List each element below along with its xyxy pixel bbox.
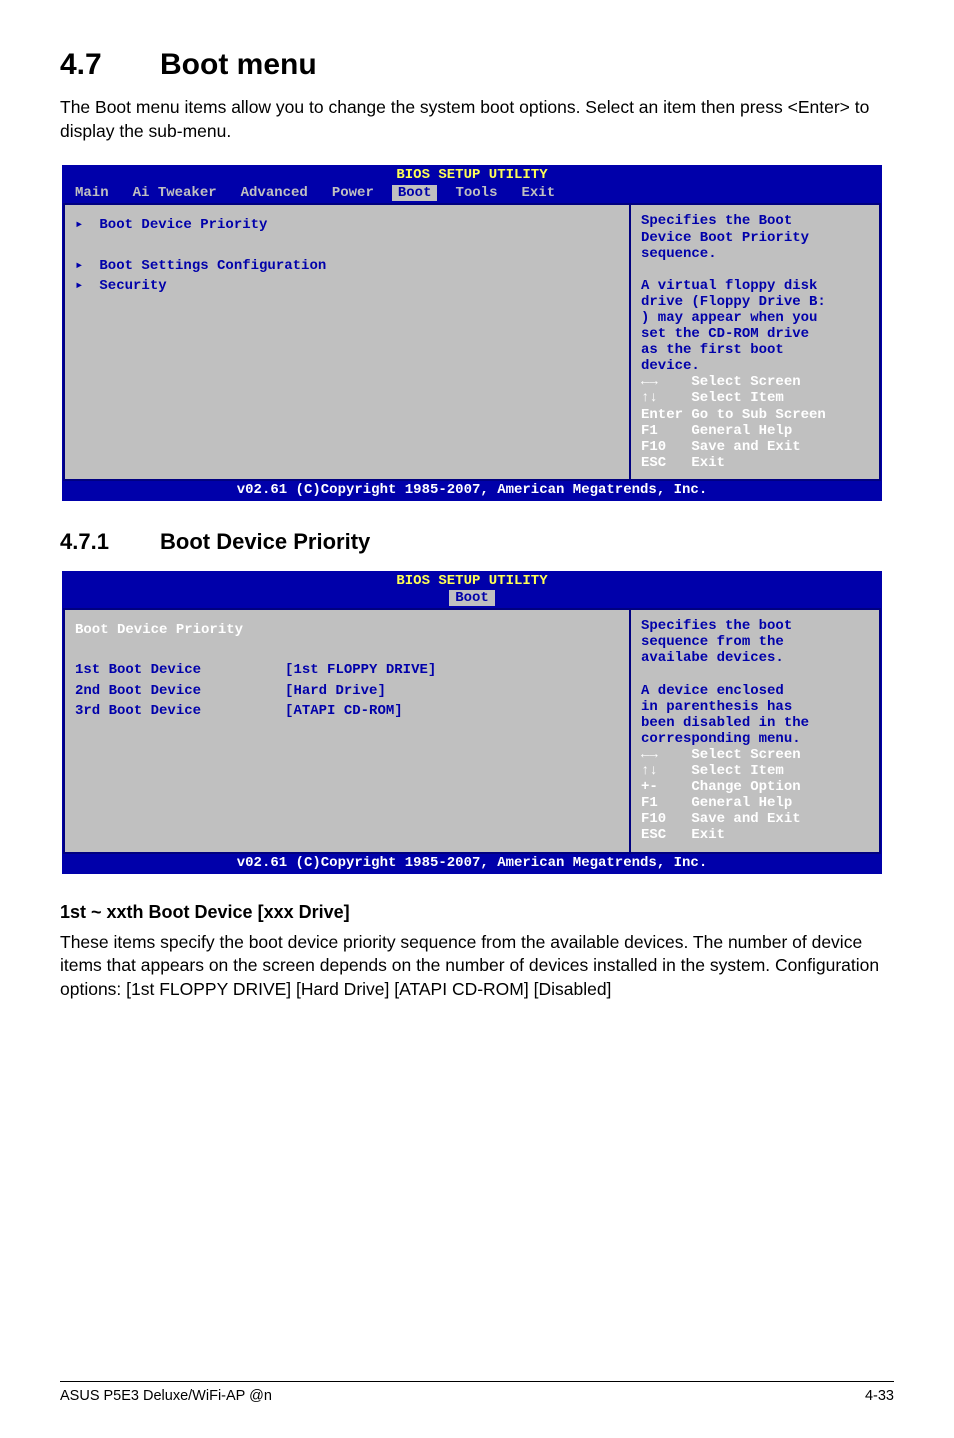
bios-subtab-bar: Boot <box>63 590 881 608</box>
bios-menu-bar: Main Ai Tweaker Advanced Power Boot Tool… <box>63 184 881 203</box>
bios-left-pane: Boot Device Priority 1st Boot Device [1s… <box>63 608 629 853</box>
bios-screenshot-1: BIOS SETUP UTILITY Main Ai Tweaker Advan… <box>62 165 882 501</box>
option-3rd-boot-device[interactable]: 3rd Boot Device [ATAPI CD-ROM] <box>75 701 615 721</box>
subsection-heading: 4.7.1Boot Device Priority <box>60 529 894 555</box>
menu-item-boot-settings-configuration[interactable]: ▸ Boot Settings Configuration <box>75 256 615 276</box>
tab-main[interactable]: Main <box>63 185 121 201</box>
menu-item-label: Boot Device Priority <box>99 217 267 233</box>
tab-boot[interactable]: Boot <box>392 185 438 201</box>
bios-title: BIOS SETUP UTILITY <box>63 166 881 184</box>
section-number: 4.7 <box>60 48 160 82</box>
spacer <box>75 236 615 256</box>
bios-copyright-footer: v02.61 (C)Copyright 1985-2007, American … <box>63 854 881 873</box>
menu-item-security[interactable]: ▸ Security <box>75 276 615 296</box>
option-description: These items specify the boot device prio… <box>60 931 894 1002</box>
section-heading: 4.7Boot menu <box>60 48 894 82</box>
submenu-arrow-icon: ▸ <box>75 217 91 233</box>
bios-left-pane: ▸ Boot Device Priority ▸ Boot Settings C… <box>63 203 629 481</box>
option-value: [Hard Drive] <box>285 683 386 699</box>
bios-help-pane: Specifies the Boot Device Boot Priority … <box>629 203 881 481</box>
page-footer: ASUS P5E3 Deluxe/WiFi-AP @n 4-33 <box>60 1381 894 1404</box>
key-legend: ←→ Select Screen ↑↓ Select Item Enter Go… <box>641 374 869 471</box>
menu-item-label: Boot Settings Configuration <box>99 258 326 274</box>
subsection-title: Boot Device Priority <box>160 529 370 554</box>
subsection-number: 4.7.1 <box>60 529 160 555</box>
section-title: Boot menu <box>160 48 317 81</box>
spacer <box>75 640 615 660</box>
bios-help-pane: Specifies the boot sequence from the ava… <box>629 608 881 853</box>
tab-tools[interactable]: Tools <box>443 185 509 201</box>
menu-item-boot-device-priority[interactable]: ▸ Boot Device Priority <box>75 215 615 235</box>
option-value: [ATAPI CD-ROM] <box>285 703 403 719</box>
key-legend: ←→ Select Screen ↑↓ Select Item +- Chang… <box>641 747 869 844</box>
submenu-arrow-icon: ▸ <box>75 258 91 274</box>
footer-left: ASUS P5E3 Deluxe/WiFi-AP @n <box>60 1388 272 1404</box>
tab-power[interactable]: Power <box>320 185 386 201</box>
submenu-arrow-icon: ▸ <box>75 278 91 294</box>
tab-ai-tweaker[interactable]: Ai Tweaker <box>121 185 229 201</box>
option-2nd-boot-device[interactable]: 2nd Boot Device [Hard Drive] <box>75 681 615 701</box>
bios-title: BIOS SETUP UTILITY <box>63 572 881 590</box>
intro-paragraph: The Boot menu items allow you to change … <box>60 96 894 143</box>
bios-copyright-footer: v02.61 (C)Copyright 1985-2007, American … <box>63 481 881 500</box>
help-text: Specifies the boot sequence from the ava… <box>641 618 869 747</box>
option-1st-boot-device[interactable]: 1st Boot Device [1st FLOPPY DRIVE] <box>75 660 615 680</box>
help-text: Specifies the Boot Device Boot Priority … <box>641 213 869 374</box>
tab-exit[interactable]: Exit <box>509 185 567 201</box>
footer-right: 4-33 <box>865 1388 894 1404</box>
menu-item-label: Security <box>99 278 166 294</box>
tab-advanced[interactable]: Advanced <box>229 185 320 201</box>
option-heading: 1st ~ xxth Boot Device [xxx Drive] <box>60 902 894 923</box>
tab-boot[interactable]: Boot <box>449 590 495 606</box>
option-label: 2nd Boot Device <box>75 683 201 699</box>
option-label: 3rd Boot Device <box>75 703 201 719</box>
pane-header: Boot Device Priority <box>75 620 615 640</box>
option-value: [1st FLOPPY DRIVE] <box>285 662 436 678</box>
bios-screenshot-2: BIOS SETUP UTILITY Boot Boot Device Prio… <box>62 571 882 874</box>
option-label: 1st Boot Device <box>75 662 201 678</box>
